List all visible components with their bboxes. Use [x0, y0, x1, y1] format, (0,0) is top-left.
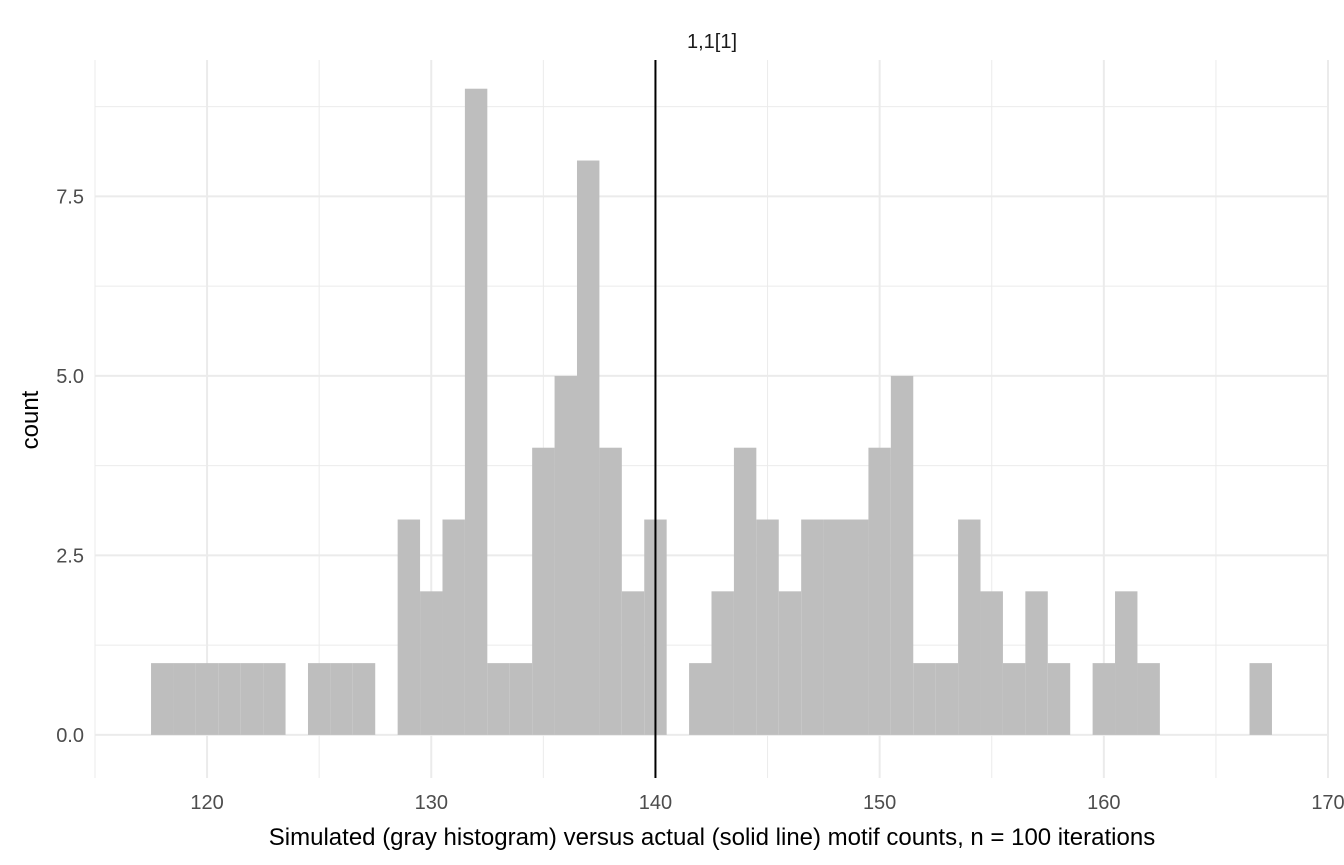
histogram-bar [1025, 591, 1048, 735]
histogram-bar [733, 447, 757, 735]
histogram-bar [330, 663, 353, 735]
histogram-bar [958, 519, 981, 735]
x-tick-label: 150 [863, 792, 896, 814]
x-tick-label: 140 [639, 792, 672, 814]
x-tick-label: 120 [190, 792, 223, 814]
histogram-bar [532, 447, 555, 735]
histogram-bar [1047, 663, 1071, 735]
histogram-bar [442, 519, 465, 735]
histogram-bar [464, 88, 488, 735]
histogram-bar [689, 663, 712, 735]
histogram-bar [935, 663, 959, 735]
histogram-bar [263, 663, 286, 735]
histogram-bar [711, 591, 734, 735]
y-tick-label: 2.5 [56, 545, 84, 567]
histogram-bar [1115, 591, 1138, 735]
histogram-bar [554, 375, 577, 735]
histogram-bar [1137, 663, 1160, 735]
histogram-bar [240, 663, 264, 735]
histogram-bar [218, 663, 241, 735]
histogram-bar [195, 663, 219, 735]
histogram-bar [576, 160, 600, 735]
y-axis-ticks: 0.0 2.5 5.0 7.5 [56, 186, 84, 747]
histogram-bar [913, 663, 936, 735]
histogram-bar [621, 591, 645, 735]
histogram-bar [1002, 663, 1026, 735]
histogram-bar [846, 519, 869, 735]
histogram-bar [420, 591, 443, 735]
histogram-bar [756, 519, 779, 735]
histogram-bar [397, 519, 421, 735]
histogram-bar [151, 663, 174, 735]
x-tick-label: 130 [415, 792, 448, 814]
y-axis-title: count [17, 390, 44, 449]
y-tick-label: 0.0 [56, 725, 84, 747]
facet-label: 1,1[1] [687, 31, 737, 53]
histogram-bar [173, 663, 196, 735]
histogram-bar [307, 663, 331, 735]
histogram-bar [1092, 663, 1116, 735]
x-axis-title: Simulated (gray histogram) versus actual… [269, 824, 1155, 851]
x-axis-ticks: 120 130 140 150 160 170 [190, 792, 1344, 814]
histogram-bar [890, 375, 914, 735]
y-tick-label: 7.5 [56, 186, 84, 208]
histogram-bar [509, 663, 533, 735]
x-tick-label: 170 [1311, 792, 1344, 814]
histogram-bar [599, 447, 622, 735]
histogram-bar [980, 591, 1003, 735]
histogram-bar [801, 519, 824, 735]
histogram-bar [352, 663, 376, 735]
histogram-bars [151, 88, 1272, 735]
histogram-bar [868, 447, 891, 735]
histogram-bar [487, 663, 510, 735]
histogram-bar [823, 519, 847, 735]
histogram-bar [778, 591, 802, 735]
histogram-bar [1249, 663, 1272, 735]
y-tick-label: 5.0 [56, 366, 84, 388]
x-tick-label: 160 [1087, 792, 1120, 814]
